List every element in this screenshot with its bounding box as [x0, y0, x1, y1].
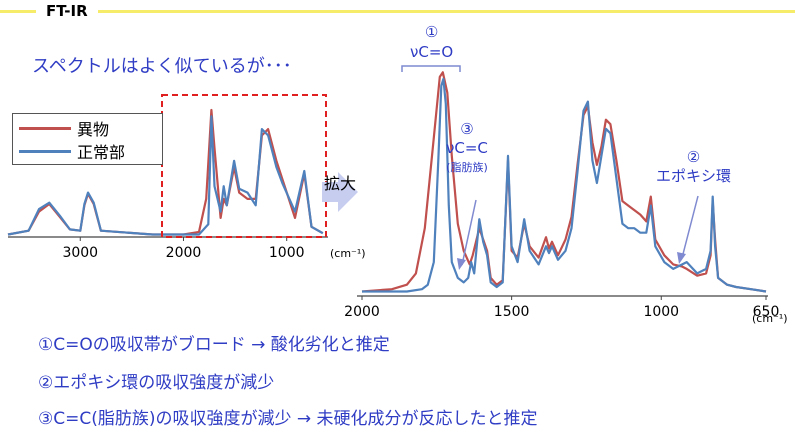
- subtitle: スペクトルはよく似ているが･･･: [32, 56, 292, 77]
- annotation-text: νC=C: [446, 139, 488, 157]
- conclusion-1: ①C=Oの吸収帯がブロード → 酸化劣化と推定: [38, 335, 390, 355]
- page-title: FT-IR: [36, 2, 98, 20]
- carbonyl-bracket: [401, 65, 461, 72]
- zoomed-series-normal: [362, 77, 767, 293]
- annotation-carbonyl: ① νC=O: [410, 22, 453, 62]
- header-rule: [0, 10, 795, 13]
- legend-item-normal: 正常部: [19, 140, 125, 162]
- annotation-alkene: ③ νC=C (脂肪族): [446, 120, 488, 177]
- conclusion-2: ②エポキシ環の吸収強度が減少: [38, 373, 275, 393]
- overview-series-normal: [7, 115, 324, 236]
- enlarge-arrow: [322, 172, 358, 212]
- zoomed-tick-label: 1500: [494, 304, 530, 320]
- annotation-number: ②: [686, 148, 701, 166]
- alkene-arrow-head: [457, 258, 466, 270]
- zoomed-tick-label: 2000: [344, 304, 380, 320]
- legend-swatch: [19, 149, 71, 153]
- overview-tick-label: 3000: [62, 245, 98, 261]
- zoomed-tick-label: 1000: [643, 304, 679, 320]
- legend-label: 異物: [77, 120, 110, 139]
- overview-tick-label: 2000: [166, 245, 202, 261]
- legend-item-foreign: 異物: [19, 117, 109, 139]
- legend-label: 正常部: [77, 143, 126, 162]
- annotation-epoxy: ② エポキシ環: [656, 148, 731, 186]
- legend-swatch: [19, 126, 71, 130]
- annotation-number: ①: [424, 23, 439, 41]
- zoomed-chart: 2000 1500 1000 650 (cm⁻¹): [344, 65, 788, 325]
- annotation-text: エポキシ環: [656, 167, 732, 185]
- overview-chart: 3000 2000 1000 (cm⁻¹): [7, 94, 366, 261]
- alkene-arrow: [461, 199, 477, 266]
- zoomed-tick-label: 650: [753, 304, 780, 320]
- annotation-subtext: (脂肪族): [446, 161, 488, 174]
- zoomed-unit-label: (cm⁻¹): [752, 312, 788, 325]
- legend: 異物 正常部: [12, 113, 163, 165]
- epoxy-arrow-head: [677, 252, 686, 264]
- annotation-number: ③: [460, 120, 474, 138]
- conclusion-3: ③C=C(脂肪族)の吸収強度が減少 → 未硬化成分が反応したと推定: [38, 409, 538, 429]
- epoxy-arrow: [681, 195, 699, 259]
- overview-tick-label: 1000: [269, 245, 305, 261]
- overview-unit-label: (cm⁻¹): [330, 247, 366, 260]
- zoomed-series-foreign: [361, 71, 767, 293]
- enlarge-label: 拡大: [324, 174, 357, 193]
- zoom-region-box: [161, 94, 327, 238]
- annotation-text: νC=O: [410, 43, 454, 61]
